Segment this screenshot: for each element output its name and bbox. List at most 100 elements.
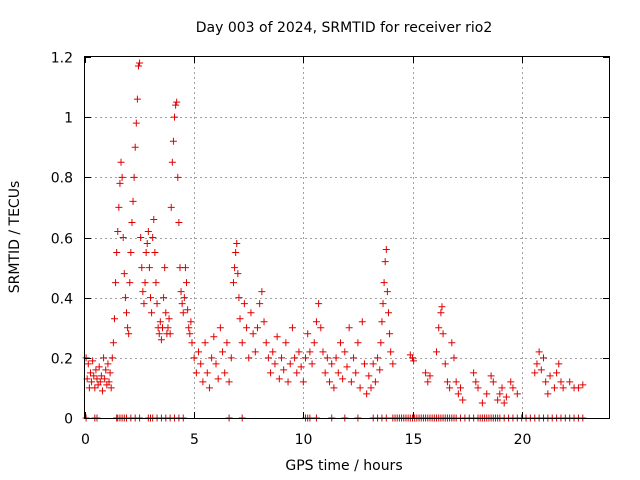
data-point (181, 264, 189, 272)
data-point (125, 330, 133, 338)
data-point (438, 303, 446, 311)
y-tick-label: 0.8 (51, 171, 73, 187)
data-point (443, 378, 451, 386)
data-point (452, 378, 460, 386)
data-point (363, 390, 371, 398)
data-points (82, 59, 587, 422)
data-point (108, 354, 116, 362)
data-point (185, 324, 193, 332)
data-point (91, 384, 99, 392)
data-point (114, 227, 122, 235)
x-tick-label: 5 (190, 432, 199, 448)
data-point (533, 360, 541, 368)
data-point (343, 363, 351, 371)
data-point (354, 339, 362, 347)
data-point (371, 378, 379, 386)
data-point (365, 372, 373, 380)
axis-ticks: 0 0.2 0.4 0.6 0.8 1 1.2 0 5 10 15 20 (51, 51, 609, 448)
data-point (92, 366, 100, 374)
data-point (409, 354, 416, 362)
data-point (127, 249, 135, 257)
data-point (470, 369, 478, 377)
data-point (234, 270, 242, 278)
data-point (380, 279, 388, 287)
y-axis-label: SRMTID / TECUs (7, 181, 23, 294)
data-point (86, 369, 94, 377)
y-tick-label: 0 (64, 412, 73, 428)
y-tick-label: 0.4 (51, 292, 73, 308)
data-point (122, 309, 130, 317)
data-point (489, 378, 497, 386)
data-point (106, 369, 114, 377)
data-point (450, 354, 458, 362)
x-tick-label: 15 (405, 432, 423, 448)
data-point (435, 324, 443, 332)
data-point (500, 399, 508, 407)
data-point (474, 384, 482, 392)
data-point (98, 387, 106, 395)
data-point (236, 315, 244, 323)
data-point (280, 366, 288, 374)
data-point (247, 309, 255, 317)
data-point (531, 369, 539, 377)
data-point (238, 339, 246, 347)
data-point (379, 300, 387, 308)
data-point (175, 218, 183, 226)
data-point (137, 234, 145, 241)
data-point (113, 249, 121, 257)
y-tick-label: 1 (64, 111, 73, 127)
data-point (100, 354, 108, 362)
data-point (192, 369, 200, 377)
data-point (102, 366, 110, 374)
data-point (553, 369, 561, 377)
data-point (336, 339, 344, 347)
data-point (537, 366, 545, 374)
data-point (441, 360, 449, 368)
data-point (172, 101, 180, 109)
data-point (377, 339, 385, 347)
data-point (140, 300, 148, 308)
data-point (448, 339, 456, 347)
data-point (223, 339, 231, 347)
data-point (278, 354, 285, 362)
x-tick-label: 10 (295, 432, 313, 448)
data-point (367, 384, 375, 392)
data-point (494, 396, 502, 404)
data-point (459, 396, 467, 404)
data-point (323, 354, 331, 362)
plot-frame (84, 56, 610, 419)
data-point (308, 360, 316, 368)
data-point (89, 357, 97, 365)
data-point (208, 354, 216, 362)
data-point (149, 234, 157, 241)
data-point (319, 348, 327, 356)
data-point (574, 384, 582, 392)
data-point (153, 300, 161, 308)
data-point (150, 215, 158, 223)
data-point (177, 288, 185, 296)
data-point (145, 264, 153, 272)
data-point (260, 318, 268, 326)
data-point (288, 324, 296, 332)
data-point (326, 378, 334, 386)
data-point (293, 369, 301, 377)
data-point (128, 218, 136, 226)
data-point (231, 264, 239, 272)
data-point (121, 294, 129, 302)
data-point (302, 354, 310, 362)
data-point (171, 113, 179, 121)
data-point (161, 264, 169, 272)
data-point (513, 390, 521, 398)
data-point (201, 339, 209, 347)
data-point (286, 360, 294, 368)
data-point (141, 279, 149, 287)
data-point (131, 143, 139, 151)
data-point (267, 369, 275, 377)
data-point (157, 336, 165, 344)
data-point (168, 158, 176, 166)
data-point (345, 324, 353, 332)
data-point (138, 264, 146, 272)
data-point (507, 378, 515, 386)
data-point (249, 330, 257, 338)
data-point (297, 363, 305, 371)
